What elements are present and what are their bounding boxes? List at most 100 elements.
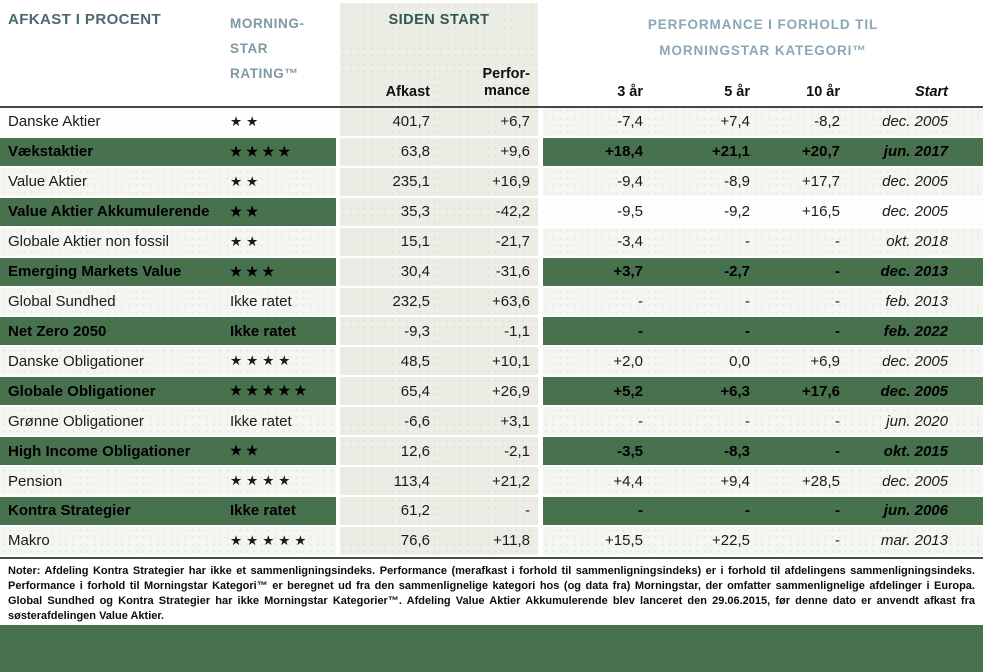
10yr-value: - <box>752 407 842 438</box>
performance-value: +6,7 <box>436 108 543 138</box>
notes-text: Noter: Afdeling Kontra Strategier har ik… <box>8 564 975 623</box>
10yr-value: - <box>752 287 842 318</box>
table-title: AFKAST I PROCENT <box>8 11 162 28</box>
fund-name: Net Zero 2050 <box>0 317 230 348</box>
performance-value: +21,2 <box>436 467 543 497</box>
performance-value: -2,1 <box>436 437 543 468</box>
morningstar-rating: ★★★★ <box>230 137 336 168</box>
10yr-value: +28,5 <box>752 467 842 497</box>
start-date: feb. 2022 <box>842 317 983 348</box>
fund-name: Globale Aktier non fossil <box>0 227 230 258</box>
morningstar-rating: ★★ <box>230 108 336 138</box>
morningstar-rating: ★★ <box>230 227 336 258</box>
morningstar-rating: Ikke ratet <box>230 407 336 438</box>
table-row: Global Sundhed Ikke ratet 232,5 +63,6- - - feb… <box>0 287 983 318</box>
table-row: Vækstaktier ★★★★ 63,8 +9,6 +18,4 +21,1 +20,7 ju… <box>0 137 983 168</box>
start-date: dec. 2005 <box>842 377 983 408</box>
fund-name: Kontra Strategier <box>0 496 230 527</box>
table-row: Danske Aktier ★★ 401,7 +6,7 -7,4 +7,4 -8,2 dec.… <box>0 108 983 138</box>
5yr-value: -8,9 <box>645 167 752 198</box>
performance-value: -21,7 <box>436 227 543 258</box>
afkast-value: 401,7 <box>336 108 436 138</box>
start-date: dec. 2005 <box>842 467 983 497</box>
table-body: Danske Aktier ★★ 401,7 +6,7 -7,4 +7,4 -8,2 dec.… <box>0 108 983 559</box>
performance-value: +16,9 <box>436 167 543 198</box>
fund-name: Grønne Obligationer <box>0 407 230 438</box>
rating-header-line: STAR <box>230 41 269 56</box>
table-row: High Income Obligationer ★★ 12,6 -2,1 -3,5 -8… <box>0 437 983 468</box>
performance-value: -1,1 <box>436 317 543 348</box>
fund-name: Emerging Markets Value <box>0 257 230 288</box>
fund-name: High Income Obligationer <box>0 437 230 468</box>
morningstar-rating: ★★★★ <box>230 347 336 378</box>
fund-name: Danske Obligationer <box>0 347 230 378</box>
morningstar-rating: Ikke ratet <box>230 496 336 527</box>
3yr-value: -3,4 <box>543 227 645 258</box>
performance-value: - <box>436 496 543 527</box>
10yr-value: - <box>752 257 842 288</box>
morningstar-rating: ★★★★★ <box>230 377 336 408</box>
afkast-value: 48,5 <box>336 347 436 378</box>
3yr-value: +3,7 <box>543 257 645 288</box>
performance-value: -42,2 <box>436 197 543 228</box>
afkast-value: -9,3 <box>336 317 436 348</box>
col-5yr-header: 5 år <box>724 84 750 100</box>
morningstar-rating: ★★★★ <box>230 467 336 497</box>
table-header: AFKAST I PROCENT MORNING- STAR RATING™ S… <box>0 0 983 108</box>
fund-name: Danske Aktier <box>0 108 230 138</box>
fund-name: Value Aktier <box>0 167 230 198</box>
table-row: Danske Obligationer ★★★★ 48,5 +10,1 +2,0 0,0 +… <box>0 347 983 378</box>
afkast-value: 15,1 <box>336 227 436 258</box>
5yr-value: +21,1 <box>645 137 752 168</box>
10yr-value: - <box>752 227 842 258</box>
5yr-value: - <box>645 317 752 348</box>
10yr-value: -8,2 <box>752 108 842 138</box>
start-date: jun. 2020 <box>842 407 983 438</box>
performance-value: -31,6 <box>436 257 543 288</box>
start-date: dec. 2005 <box>842 108 983 138</box>
5yr-value: - <box>645 287 752 318</box>
start-date: dec. 2005 <box>842 197 983 228</box>
10yr-value: +17,7 <box>752 167 842 198</box>
fund-name: Pension <box>0 467 230 497</box>
10yr-value: - <box>752 496 842 527</box>
fund-name: Global Sundhed <box>0 287 230 318</box>
afkast-value: 232,5 <box>336 287 436 318</box>
performance-value: +63,6 <box>436 287 543 318</box>
10yr-value: +16,5 <box>752 197 842 228</box>
afkast-value: 113,4 <box>336 467 436 497</box>
afkast-value: 76,6 <box>336 526 436 557</box>
performance-group-line: PERFORMANCE I FORHOLD TIL <box>647 17 879 32</box>
afkast-value: 65,4 <box>336 377 436 408</box>
start-date: okt. 2015 <box>842 437 983 468</box>
table-row: Globale Obligationer ★★★★★ 65,4 +26,9 +5,2 +6… <box>0 377 983 408</box>
5yr-value: +22,5 <box>645 526 752 557</box>
rating-header-line: MORNING- <box>230 16 305 31</box>
table-row: Emerging Markets Value ★★★ 30,4 -31,6 +3,7 -2… <box>0 257 983 288</box>
table-row: Value Aktier ★★ 235,1 +16,9 -9,4 -8,9 +17,7 dec… <box>0 167 983 198</box>
table-row: Net Zero 2050 Ikke ratet -9,3 -1,1- - - feb. 2… <box>0 317 983 348</box>
footer-bar <box>0 624 983 672</box>
start-date: mar. 2013 <box>842 526 983 557</box>
5yr-value: - <box>645 496 752 527</box>
morningstar-rating: ★★ <box>230 197 336 228</box>
siden-start-header: SIDEN START <box>336 3 543 61</box>
table-row: Makro ★★★★★ 76,6 +11,8 +15,5 +22,5- mar. 2013 <box>0 526 983 557</box>
start-date: feb. 2013 <box>842 287 983 318</box>
afkast-value: 61,2 <box>336 496 436 527</box>
3yr-value: - <box>543 287 645 318</box>
3yr-value: - <box>543 496 645 527</box>
performance-value: +10,1 <box>436 347 543 378</box>
3yr-value: +18,4 <box>543 137 645 168</box>
3yr-value: +15,5 <box>543 526 645 557</box>
morningstar-rating: ★★★★★ <box>230 526 336 557</box>
performance-header-line: mance <box>484 83 530 99</box>
performance-value: +26,9 <box>436 377 543 408</box>
fund-name: Vækstaktier <box>0 137 230 168</box>
col-3yr-header: 3 år <box>617 84 643 100</box>
table-row: Pension ★★★★ 113,4 +21,2 +4,4 +9,4 +28,5 dec. 2… <box>0 467 983 497</box>
table-row: Value Aktier Akkumulerende ★★ 35,3 -42,2 -9,… <box>0 197 983 228</box>
morningstar-rating: ★★ <box>230 167 336 198</box>
afkast-column-header: Afkast <box>336 61 436 106</box>
